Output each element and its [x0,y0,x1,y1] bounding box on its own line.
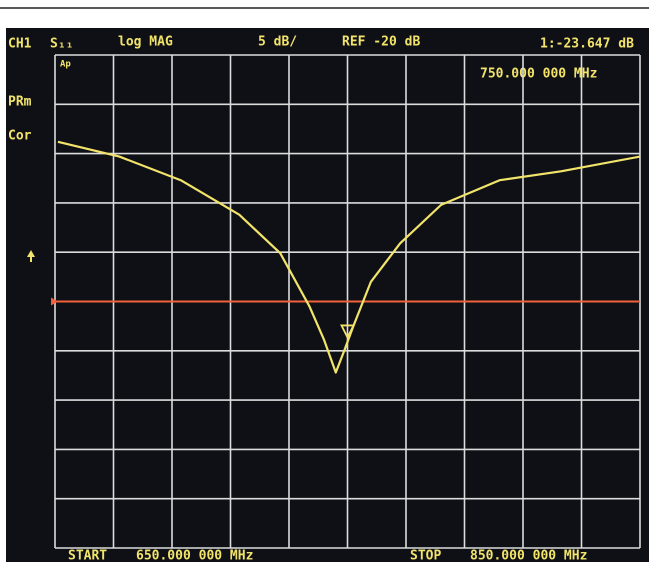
side-label: Cor [8,129,32,144]
photo-border [0,0,649,28]
parameter: S₁₁ [50,37,73,52]
start-label: START [68,549,107,562]
stop-label: STOP [410,549,441,562]
start-value: 650.000 000 MHz [136,549,253,562]
reference-pointer [51,297,58,306]
side-label: PRm [8,95,32,110]
marker [340,324,355,340]
format: log MAG [118,35,173,50]
channel: CH1 [8,37,32,52]
screen [6,28,649,562]
reference-label: REF -20 dB [342,35,420,50]
stop-value: 850.000 000 MHz [470,549,587,562]
corner-label: Ap [60,60,71,70]
marker-frequency: 750.000 000 MHz [480,67,597,82]
trace [57,140,641,374]
scale: 5 dB/ [258,35,297,50]
marker-value: 1:-23.647 dB [540,37,634,52]
arrow-icon [27,250,35,262]
